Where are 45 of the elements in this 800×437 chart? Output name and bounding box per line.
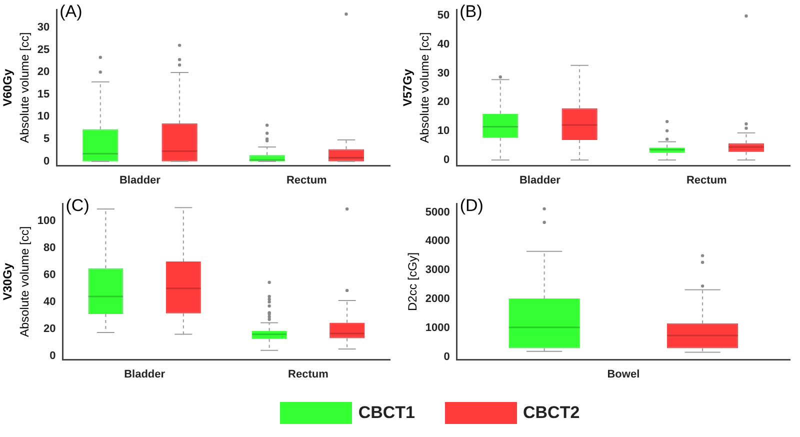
text: V57Gy	[400, 68, 414, 106]
text: V30Gy	[0, 262, 14, 300]
annotation: (D)	[460, 196, 484, 215]
y-tick-label: 10	[437, 125, 450, 138]
annotation: (A)	[60, 2, 82, 21]
y-tick-label: 50	[437, 9, 450, 22]
y-tick-label: 60	[44, 269, 56, 281]
y-tick-label: 30	[37, 21, 50, 34]
y-tick-label: 20	[37, 66, 50, 78]
annotation: (B)	[460, 2, 482, 21]
x-tick-label: Bladder	[124, 368, 166, 380]
y-tick-label: 40	[437, 38, 450, 50]
y-tick-label: 5	[44, 133, 50, 146]
y-axis-title: Absolute volume [cc]	[18, 32, 32, 144]
y-tick-label: 5000	[425, 206, 450, 218]
y-tick-label: 1000	[425, 322, 450, 334]
y-tick-label: 0	[444, 350, 450, 363]
annotation: (C)	[66, 196, 90, 215]
y-tick-label: 20	[437, 96, 450, 108]
y-tick-label: 0	[44, 155, 50, 168]
y-tick-label: 3000	[425, 264, 450, 276]
legend-label: CBCT2	[523, 402, 580, 424]
y-tick-label: 80	[44, 242, 56, 254]
x-tick-label: Rectum	[286, 174, 328, 186]
y-tick-label: 40	[44, 296, 56, 308]
y-tick-label: 2000	[425, 293, 450, 306]
x-tick-label: Bowel	[607, 368, 640, 380]
y-tick-label: 4000	[425, 235, 450, 248]
y-tick-label: 20	[44, 322, 56, 335]
y-tick-label: 10	[37, 110, 50, 123]
x-tick-label: Bladder	[119, 174, 162, 186]
x-tick-label: Rectum	[288, 368, 329, 380]
legend-label: CBCT1	[358, 402, 415, 424]
y-tick-label: 15	[37, 88, 50, 100]
y-tick-label: 100	[37, 215, 56, 228]
x-tick-label: Rectum	[686, 174, 728, 186]
y-tick-label: 0	[444, 154, 450, 166]
y-axis-title: D2cc [cGy]	[406, 252, 420, 312]
y-axis-title: Absolute volume [cc]	[18, 226, 32, 338]
text: V60Gy	[0, 68, 14, 106]
y-tick-label: 30	[437, 67, 450, 80]
y-tick-label: 25	[37, 44, 50, 56]
y-axis-title: Absolute volume [cc]	[418, 32, 432, 144]
x-tick-label: Bladder	[519, 174, 562, 186]
y-tick-label: 0	[50, 350, 56, 362]
